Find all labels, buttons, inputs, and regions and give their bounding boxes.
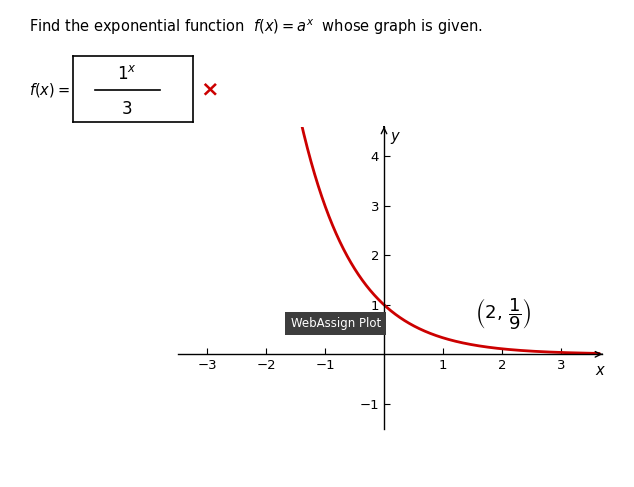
Text: x: x (595, 363, 604, 378)
Text: $f(x) =$: $f(x) =$ (29, 81, 69, 99)
Text: WebAssign Plot: WebAssign Plot (291, 317, 381, 330)
Text: y: y (390, 129, 399, 144)
Text: Find the exponential function  $f(x) = a^x$  whose graph is given.: Find the exponential function $f(x) = a^… (29, 17, 482, 37)
Text: $\left(2,\,\dfrac{1}{9}\right)$: $\left(2,\,\dfrac{1}{9}\right)$ (476, 296, 532, 332)
Text: $\mathbf{\times}$: $\mathbf{\times}$ (200, 80, 217, 100)
Text: $3$: $3$ (122, 100, 133, 117)
Text: $1^x$: $1^x$ (117, 65, 137, 83)
